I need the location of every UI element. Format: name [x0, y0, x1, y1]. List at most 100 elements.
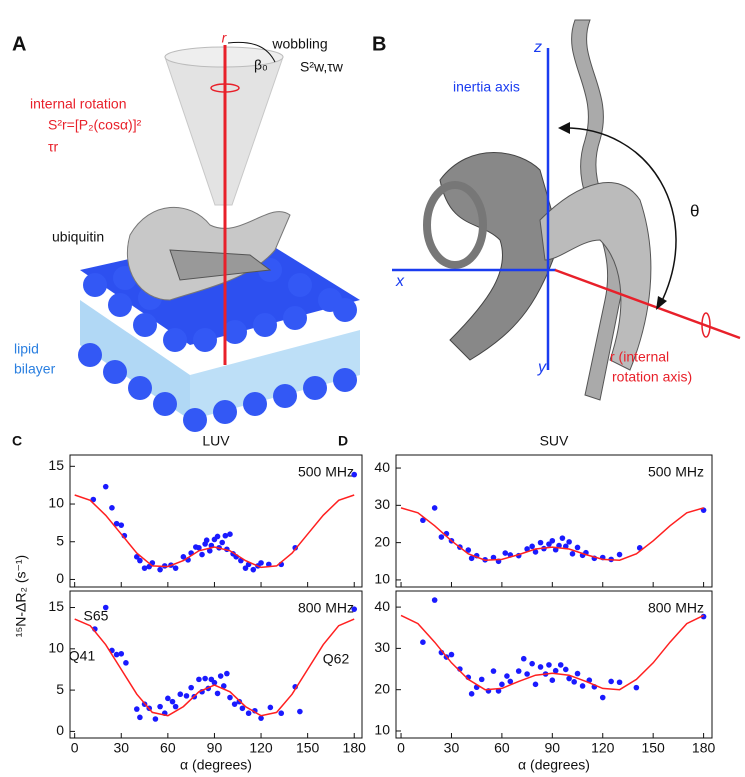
fit-line	[74, 618, 355, 717]
data-point	[172, 565, 179, 571]
label: internal rotation	[30, 96, 127, 112]
data-point	[574, 544, 581, 551]
data-point	[222, 532, 229, 539]
data-point	[199, 551, 205, 558]
x-tick-label: 180	[692, 740, 716, 756]
data-point	[532, 549, 539, 555]
data-point	[219, 539, 226, 546]
data-point	[157, 566, 163, 573]
x-axis-label: α (degrees)	[518, 757, 590, 773]
data-point	[552, 667, 559, 674]
frequency-label: 800 MHz	[648, 600, 704, 616]
label: S²r=[P₂(cosα)]²	[48, 117, 142, 133]
data-point	[123, 660, 129, 666]
data-point	[102, 483, 109, 490]
frequency-label: 500 MHz	[298, 464, 354, 480]
x-tick-label: 60	[494, 740, 510, 756]
data-point	[529, 660, 535, 667]
x-tick-label: 30	[444, 740, 460, 756]
data-point	[465, 547, 472, 553]
plot-frame	[69, 590, 363, 739]
data-point	[133, 554, 140, 560]
data-point	[102, 604, 109, 611]
fit-line	[400, 614, 704, 691]
chart-title: LUV	[202, 433, 230, 449]
data-point	[495, 688, 502, 694]
data-point	[202, 675, 208, 682]
y-tick-label: 5	[56, 681, 64, 697]
data-point	[196, 544, 202, 551]
y-tick-label: 5	[56, 532, 64, 548]
data-point	[478, 676, 485, 683]
data-point	[537, 539, 544, 546]
plot-frame	[69, 454, 363, 588]
data-point	[165, 695, 171, 702]
data-point	[549, 677, 556, 683]
data-point	[608, 678, 614, 685]
panel-letter: D	[338, 433, 348, 449]
data-point	[515, 668, 522, 674]
x-tick-label: 150	[641, 740, 665, 756]
data-point	[118, 650, 125, 657]
data-point	[118, 522, 125, 528]
data-point	[351, 471, 358, 478]
panel-a-art	[78, 41, 360, 432]
y-tick-label: 30	[374, 496, 390, 512]
frequency-label: 500 MHz	[648, 464, 704, 480]
label: inertia axis	[453, 79, 520, 95]
data-point	[227, 694, 233, 701]
point-label: S65	[84, 608, 109, 624]
data-point	[524, 671, 530, 677]
y-tick-label: 0	[56, 722, 64, 738]
data-point	[504, 673, 510, 679]
data-point	[157, 703, 163, 710]
data-point	[507, 678, 514, 685]
data-point	[258, 560, 264, 566]
point-label: Q41	[69, 648, 96, 664]
fit-line	[74, 494, 355, 569]
data-point	[420, 517, 426, 524]
label: τr	[48, 139, 59, 155]
label: lipid	[14, 341, 39, 357]
data-point	[520, 655, 527, 662]
data-point	[633, 684, 640, 691]
data-point	[292, 544, 299, 551]
axis-label: x	[395, 273, 405, 290]
fit-line	[400, 507, 704, 561]
axis-label: r	[222, 30, 228, 46]
data-point	[524, 546, 530, 552]
y-tick-label: 0	[56, 570, 64, 586]
panel-letter: A	[12, 33, 26, 55]
data-point	[239, 705, 246, 712]
data-point	[152, 716, 159, 722]
data-point	[141, 565, 148, 571]
y-tick-label: 20	[374, 680, 390, 696]
x-axis-label: α (degrees)	[180, 757, 252, 773]
x-tick-label: 180	[343, 740, 367, 756]
data-point	[431, 505, 438, 511]
data-point	[267, 704, 274, 711]
data-point	[351, 606, 358, 612]
data-point	[562, 666, 569, 673]
data-point	[278, 710, 285, 717]
data-point	[169, 698, 176, 705]
data-point	[214, 690, 221, 697]
label: β₀	[254, 57, 268, 73]
data-point	[183, 693, 190, 699]
data-point	[224, 670, 230, 677]
y-tick-label: 10	[48, 640, 64, 656]
label: bilayer	[14, 361, 56, 377]
data-point	[448, 651, 455, 658]
data-point	[468, 691, 475, 697]
data-point	[616, 679, 623, 686]
label: θ	[690, 201, 699, 220]
data-point	[113, 651, 120, 658]
data-point	[214, 533, 221, 540]
data-point	[468, 555, 475, 562]
data-point	[250, 566, 257, 573]
data-point	[177, 691, 184, 698]
panel-b-art	[392, 19, 741, 401]
data-point	[113, 520, 120, 527]
y-tick-label: 20	[374, 533, 390, 549]
